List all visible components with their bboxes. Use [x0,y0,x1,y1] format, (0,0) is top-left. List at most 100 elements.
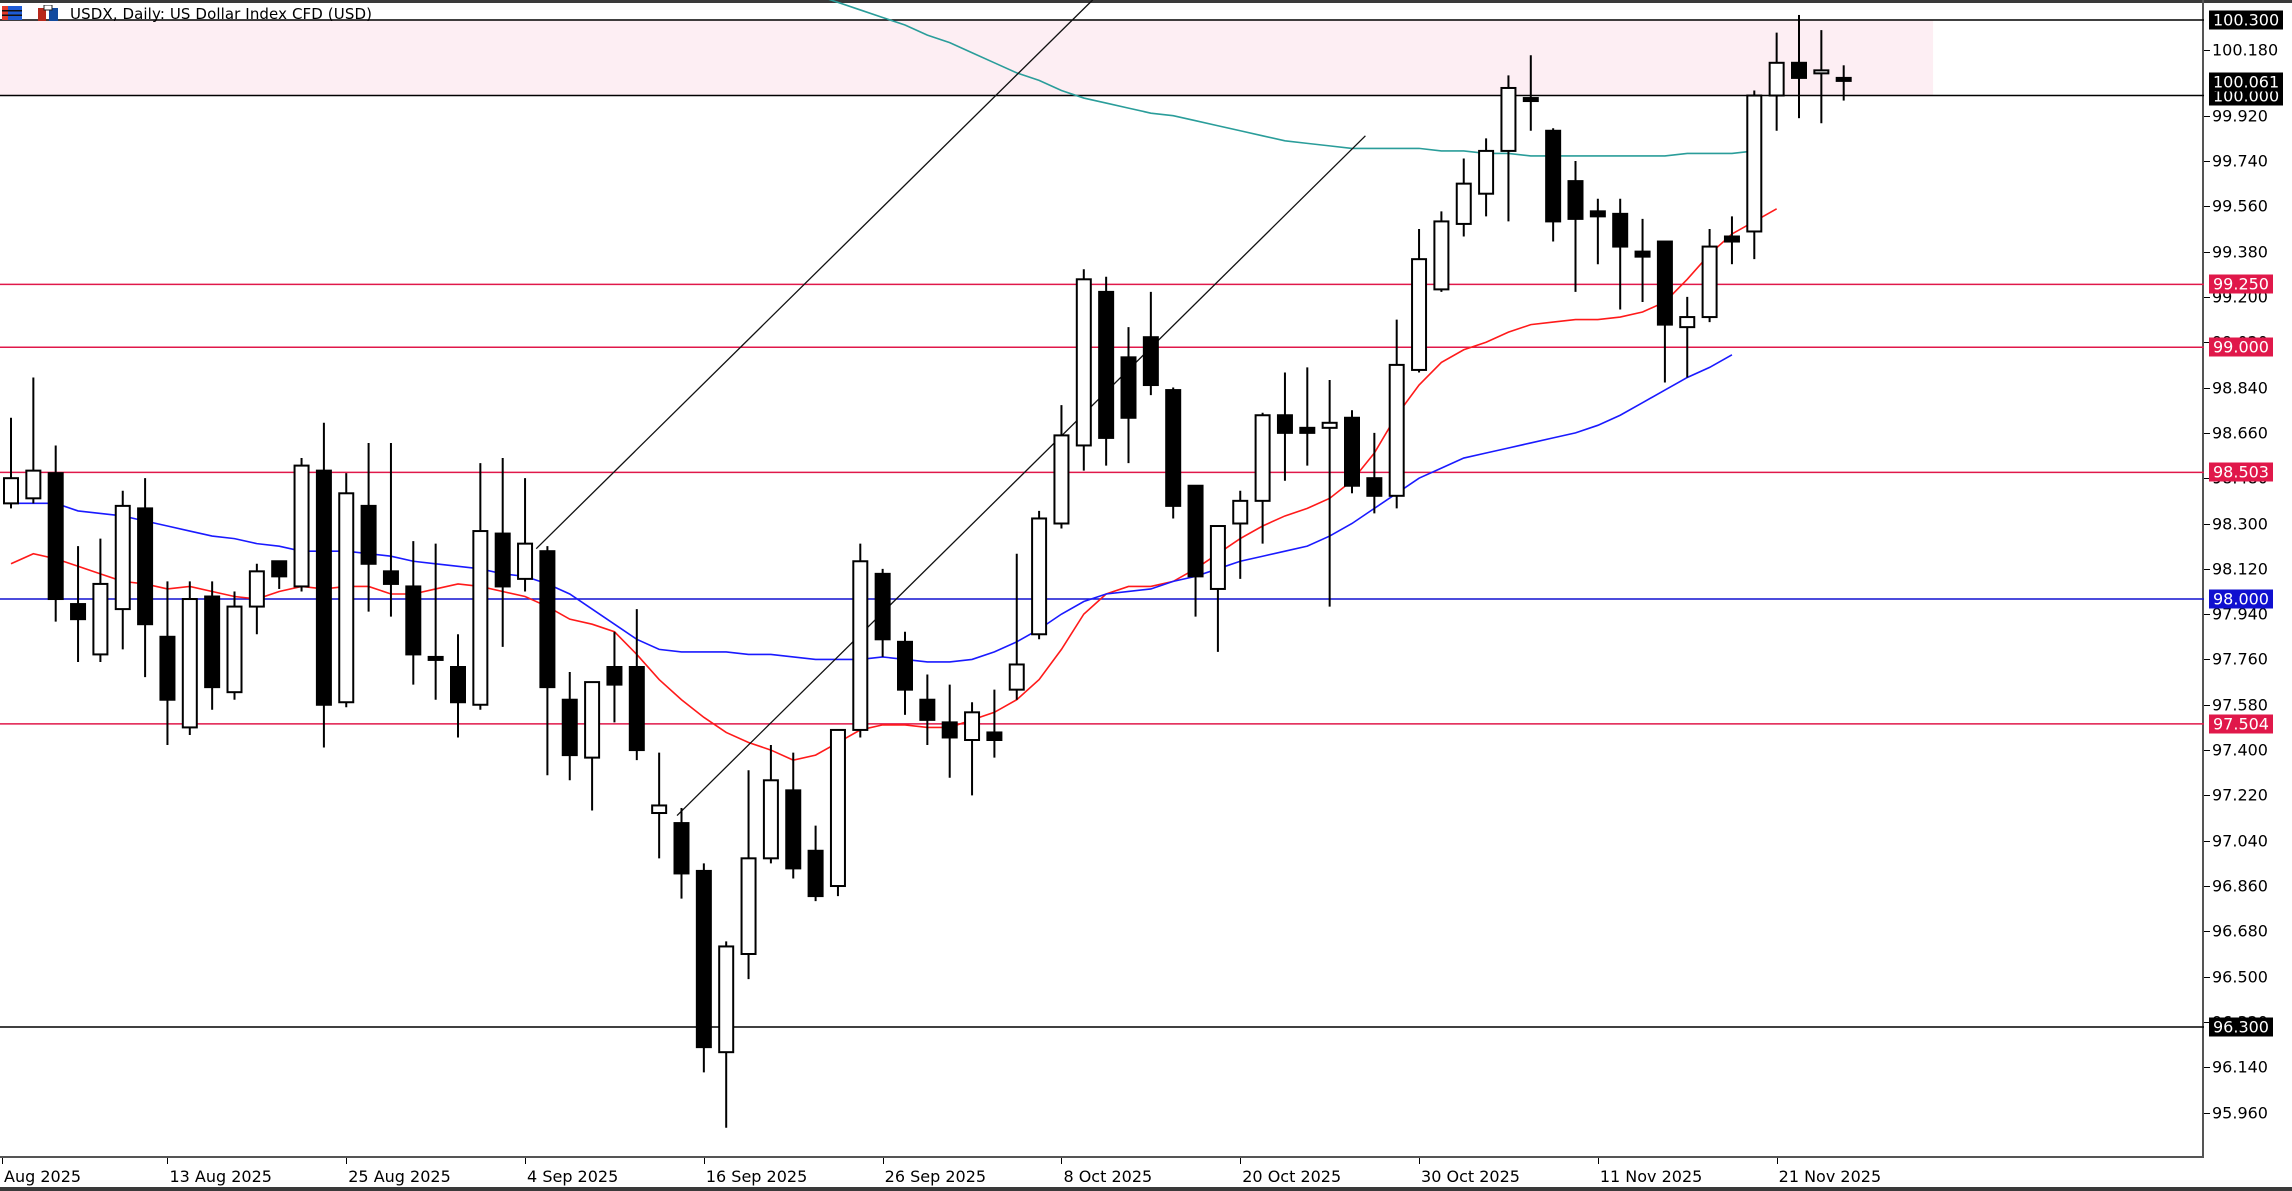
title-icons [2,5,60,21]
bearish-candle[interactable] [450,665,466,704]
bearish-candle[interactable] [1634,250,1651,258]
bullish-candle[interactable] [1701,245,1718,319]
bullish-candle[interactable] [1209,525,1226,590]
bullish-candle[interactable] [1075,278,1092,447]
price-chart-plot-area[interactable] [0,0,2204,1158]
bullish-candle[interactable] [114,504,131,611]
bullish-candle[interactable] [25,469,42,500]
bearish-candle[interactable] [1366,477,1383,497]
channel-upper-trendline[interactable] [535,0,1094,550]
bearish-candle[interactable] [807,849,824,898]
bullish-candle[interactable] [3,477,19,505]
bearish-candle[interactable] [382,570,399,585]
price-tick-label: 98.840 [2212,378,2268,398]
bullish-candle[interactable] [1254,414,1271,502]
price-level-badge: 96.300 [2209,1017,2273,1037]
price-axis[interactable]: 100.18099.92099.74099.56099.38099.20099.… [2204,0,2292,1160]
bearish-candle[interactable] [695,869,712,1049]
bearish-candle[interactable] [1567,180,1584,220]
bullish-candle[interactable] [1478,149,1495,195]
bearish-candle[interactable] [874,572,891,641]
bullish-candle[interactable] [248,570,265,608]
bullish-candle[interactable] [651,804,668,815]
bearish-candle[interactable] [159,635,176,701]
bearish-candle[interactable] [1142,336,1159,387]
bearish-candle[interactable] [315,469,332,706]
bearish-candle[interactable] [360,504,377,565]
bullish-candle[interactable] [1411,258,1428,371]
bullish-candle[interactable] [181,598,198,729]
bullish-candle[interactable] [1433,220,1450,291]
price-tick [2204,1021,2210,1023]
time-tick [167,1158,169,1164]
bullish-candle[interactable] [1008,663,1025,691]
chart-list-icon[interactable] [2,5,24,21]
bearish-candle[interactable] [1165,389,1182,507]
candlestick-chart[interactable] [0,0,2204,1158]
bearish-candle[interactable] [1098,290,1115,439]
bearish-candle[interactable] [785,789,802,870]
bearish-candle[interactable] [1723,235,1740,243]
bullish-candle[interactable] [740,857,757,955]
bullish-candle[interactable] [1813,69,1830,75]
bearish-candle[interactable] [606,665,623,686]
bearish-candle[interactable] [941,721,958,739]
bullish-candle[interactable] [1321,421,1338,429]
bullish-candle[interactable] [1232,499,1249,525]
bullish-candle[interactable] [1746,94,1763,233]
bearish-candle[interactable] [919,698,936,721]
time-tick [1597,1158,1599,1164]
bearish-candle[interactable] [271,560,288,578]
bearish-candle[interactable] [1589,210,1606,218]
bullish-candle[interactable] [517,542,534,580]
bullish-candle[interactable] [1500,86,1517,152]
bearish-candle[interactable] [628,665,645,752]
bearish-candle[interactable] [986,731,1003,742]
bearish-candle[interactable] [427,655,444,661]
bullish-candle[interactable] [1053,434,1070,525]
bullish-candle[interactable] [472,530,489,706]
bearish-candle[interactable] [137,507,154,626]
bearish-candle[interactable] [1612,212,1629,248]
bullish-candle[interactable] [718,945,735,1054]
bullish-candle[interactable] [964,711,981,742]
bullish-candle[interactable] [1388,363,1405,497]
price-tick-label: 96.140 [2212,1057,2268,1077]
bearish-candle[interactable] [70,603,87,621]
bearish-candle[interactable] [1835,76,1852,82]
bullish-candle[interactable] [293,464,310,588]
bullish-candle[interactable] [1031,517,1048,636]
bearish-candle[interactable] [1187,484,1204,578]
bullish-candle[interactable] [92,582,109,656]
channel-lower-trendline[interactable] [676,135,1366,816]
bullish-candle[interactable] [762,779,779,860]
bullish-candle[interactable] [1679,316,1696,329]
bearish-candle[interactable] [1656,240,1673,326]
bearish-candle[interactable] [405,585,422,656]
bearish-candle[interactable] [1545,129,1562,223]
bullish-candle[interactable] [1768,61,1785,97]
bearish-candle[interactable] [1344,416,1360,487]
bearish-candle[interactable] [673,822,690,875]
bullish-candle[interactable] [829,728,846,888]
time-tick [1776,1158,1778,1164]
bearish-candle[interactable] [539,550,556,689]
bearish-candle[interactable] [47,472,64,601]
bearish-candle[interactable] [1120,356,1137,419]
time-axis[interactable]: Aug 2025 13 Aug 2025 25 Aug 2025 4 Sep 2025… [0,1158,2204,1191]
bullish-candle[interactable] [1455,182,1472,225]
bearish-candle[interactable] [1276,414,1293,434]
bullish-candle[interactable] [226,605,243,694]
chart-window-icon[interactable] [38,5,60,21]
price-tick-label: 98.120 [2212,559,2268,579]
bullish-candle[interactable] [852,560,869,731]
bullish-candle[interactable] [584,681,601,759]
bearish-candle[interactable] [494,532,511,588]
bearish-candle[interactable] [897,640,913,691]
bearish-candle[interactable] [561,698,578,757]
bullish-candle[interactable] [338,492,355,704]
bearish-candle[interactable] [204,595,221,689]
bearish-candle[interactable] [1791,61,1807,79]
bearish-candle[interactable] [1522,97,1539,103]
bearish-candle[interactable] [1299,426,1316,434]
